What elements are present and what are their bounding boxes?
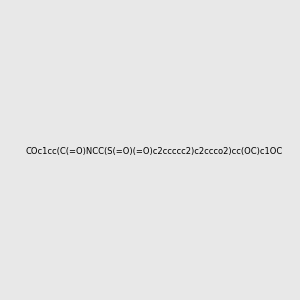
Text: COc1cc(C(=O)NCC(S(=O)(=O)c2ccccc2)c2ccco2)cc(OC)c1OC: COc1cc(C(=O)NCC(S(=O)(=O)c2ccccc2)c2ccco… bbox=[25, 147, 282, 156]
